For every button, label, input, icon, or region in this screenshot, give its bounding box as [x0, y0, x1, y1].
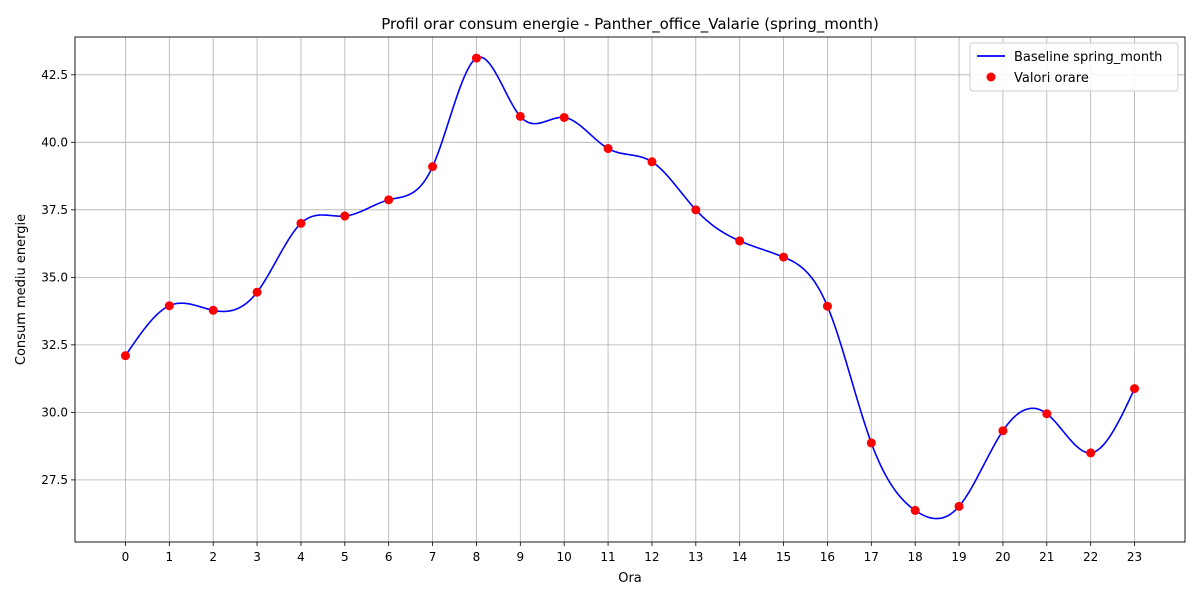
plot-frame [74, 36, 1186, 543]
x-tick-label: 13 [688, 550, 703, 564]
y-tick-label: 32.5 [41, 338, 68, 352]
x-tick-label: 7 [429, 550, 437, 564]
data-point [1042, 409, 1052, 419]
legend: Baseline spring_month Valori orare [969, 42, 1179, 92]
x-tick-label: 9 [516, 550, 524, 564]
data-point [208, 305, 218, 315]
y-tick-label: 40.0 [41, 135, 68, 149]
x-tick-label: 15 [776, 550, 791, 564]
chart-title: Profil orar consum energie - Panther_off… [381, 15, 879, 34]
y-tick-label: 35.0 [41, 270, 68, 284]
data-point [428, 162, 438, 172]
x-tick-label: 11 [600, 550, 615, 564]
legend-point-swatch [986, 72, 996, 82]
x-tick-label: 0 [122, 550, 130, 564]
x-tick-label: 5 [341, 550, 349, 564]
x-tick-label: 19 [951, 550, 966, 564]
data-point [866, 438, 876, 448]
data-point [647, 157, 657, 167]
x-tick-label: 4 [297, 550, 305, 564]
x-tick-label: 18 [908, 550, 923, 564]
data-point [1086, 448, 1096, 458]
y-tick-label: 27.5 [41, 473, 68, 487]
data-point [822, 301, 832, 311]
x-tick-label: 17 [864, 550, 879, 564]
data-point [559, 112, 569, 122]
data-point [735, 236, 745, 246]
legend-entry-values: Valori orare [1014, 71, 1089, 86]
baseline-line [124, 56, 1136, 520]
x-tick-label: 8 [473, 550, 481, 564]
data-point [296, 218, 306, 228]
x-tick-label: 10 [557, 550, 572, 564]
data-point [340, 211, 350, 221]
y-tick-label: 42.5 [41, 68, 68, 82]
x-tick-label: 21 [1039, 550, 1054, 564]
data-point [252, 287, 262, 297]
data-point [120, 351, 130, 361]
x-tick-label: 6 [385, 550, 393, 564]
data-point [910, 505, 920, 515]
x-axis: 0 1 2 3 4 5 6 7 8 9 10 11 12 13 14 15 16 17 18 19 20 21 22 23 [122, 542, 1142, 564]
data-point [164, 301, 174, 311]
x-axis-label: Ora [618, 571, 642, 586]
y-axis: 27.5 30.0 32.5 35.0 37.5 40.0 42.5 [41, 68, 75, 487]
data-point [779, 252, 789, 262]
x-tick-label: 20 [995, 550, 1010, 564]
x-tick-label: 22 [1083, 550, 1098, 564]
data-point [998, 426, 1008, 436]
x-tick-label: 3 [253, 550, 261, 564]
x-tick-label: 2 [209, 550, 217, 564]
legend-entry-baseline: Baseline spring_month [1014, 50, 1162, 65]
y-tick-label: 30.0 [41, 405, 68, 419]
series-points-group [120, 53, 1140, 515]
data-point [691, 205, 701, 215]
x-tick-label: 14 [732, 550, 747, 564]
x-tick-label: 16 [820, 550, 835, 564]
data-point [954, 501, 964, 511]
legend-box [969, 42, 1179, 92]
y-axis-label: Consum mediu energie [14, 214, 29, 365]
data-point [515, 111, 525, 121]
x-tick-label: 12 [644, 550, 659, 564]
data-point [603, 144, 613, 154]
grid-lines [75, 37, 1185, 542]
data-point [384, 195, 394, 205]
series-line-group [124, 56, 1136, 520]
x-tick-label: 23 [1127, 550, 1142, 564]
x-tick-label: 1 [166, 550, 174, 564]
y-tick-label: 37.5 [41, 203, 68, 217]
data-point [471, 53, 481, 63]
data-point [1130, 384, 1140, 394]
